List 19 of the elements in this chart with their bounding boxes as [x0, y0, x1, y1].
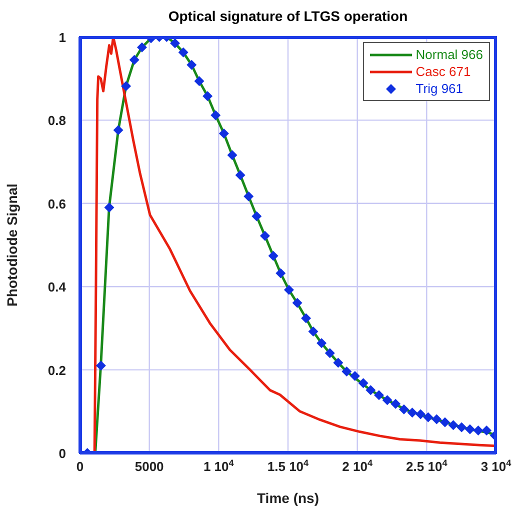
y-tick-label: 0.6: [48, 196, 66, 212]
x-tick-label: 0: [76, 459, 84, 474]
y-tick-label: 0.8: [48, 113, 66, 128]
y-axis-title: Photodiode Signal: [4, 184, 20, 306]
x-tick-label: 1.5 10$^{4}$: [267, 458, 310, 474]
x-tick-label: 2 10$^{4}$: [342, 458, 374, 474]
y-tick-label: 0.2: [48, 362, 66, 378]
legend-label: Casc 671: [416, 64, 471, 79]
x-tick-label: 2.5 10$^{4}$: [406, 458, 448, 474]
x-tick-label: 3 10$^{4}$: [480, 458, 512, 474]
y-tick-label: 1: [58, 30, 66, 45]
legend-label: Trig 961: [416, 81, 464, 96]
y-tick-label: 0.4: [48, 280, 67, 295]
x-axis-title: Time (ns): [257, 490, 319, 506]
y-tick-label: 0: [58, 446, 66, 461]
chart-title: Optical signature of LTGS operation: [167, 8, 409, 24]
legend-label: Normal 966: [416, 47, 483, 62]
x-tick-label: 5000: [134, 459, 164, 474]
x-tick-label: 1 10$^{4}$: [203, 458, 235, 474]
